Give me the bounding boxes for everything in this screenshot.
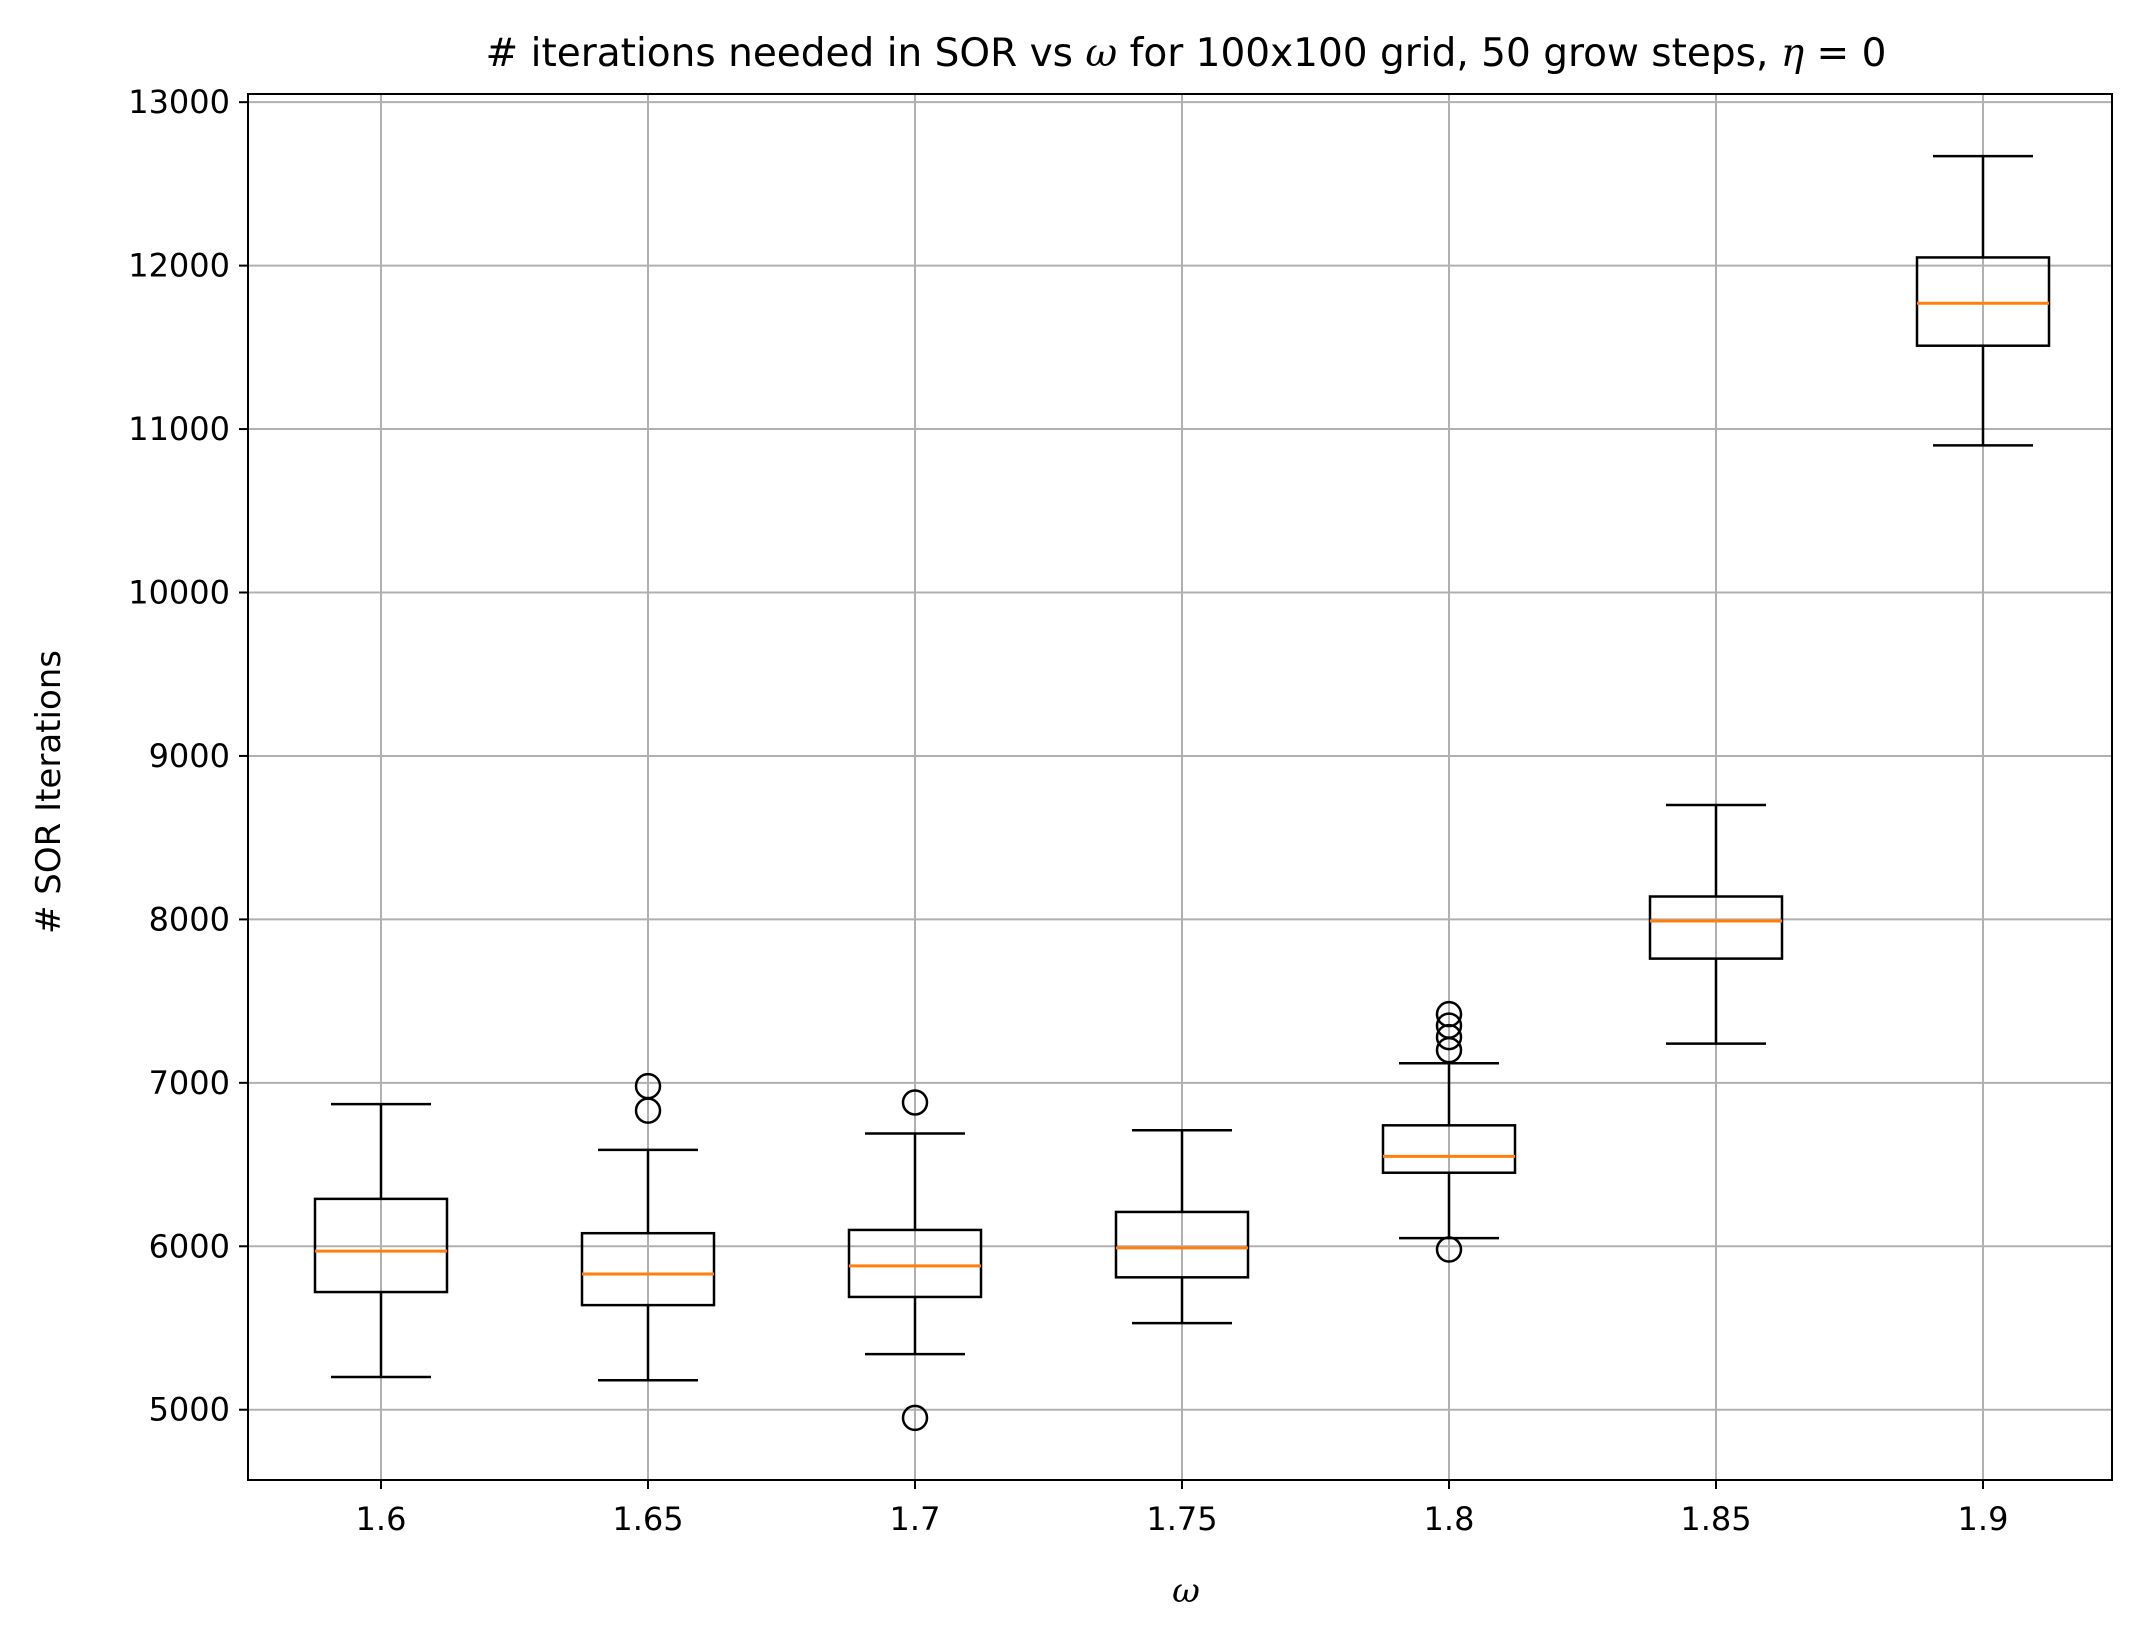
axis-ticks: 5000 6000 7000 8000 9000 10000 11000 12000 13000… bbox=[128, 83, 2008, 1538]
x-tick-label: 1.8 bbox=[1424, 1500, 1475, 1538]
x-tick-label: 1.6 bbox=[356, 1500, 407, 1538]
iqr-box bbox=[313, 1197, 449, 1294]
iqr-box bbox=[1381, 1124, 1517, 1174]
y-tick-label: 10000 bbox=[128, 574, 230, 612]
box-1.65 bbox=[580, 1072, 716, 1382]
iqr-box bbox=[1915, 256, 2051, 347]
y-tick-label: 12000 bbox=[128, 247, 230, 285]
box-1.85 bbox=[1648, 803, 1784, 1045]
plot-frame bbox=[247, 93, 2113, 1481]
x-axis-label: ω bbox=[1172, 1571, 1200, 1611]
title-middle: for 100x100 grid, 50 grow steps, bbox=[1117, 31, 1781, 76]
y-tick-label: 6000 bbox=[149, 1227, 230, 1265]
outlier-point bbox=[634, 1072, 662, 1100]
outlier-point bbox=[1435, 1236, 1463, 1263]
y-tick-label: 9000 bbox=[149, 737, 230, 775]
x-tick-label: 1.75 bbox=[1146, 1500, 1217, 1538]
x-tick-label: 1.7 bbox=[890, 1500, 941, 1538]
y-tick-label: 8000 bbox=[149, 900, 230, 938]
iqr-box bbox=[1648, 895, 1784, 960]
box-1.75 bbox=[1114, 1128, 1250, 1325]
title-suffix: = 0 bbox=[1804, 31, 1886, 76]
iqr-box bbox=[847, 1228, 983, 1299]
y-tick-label: 13000 bbox=[128, 83, 230, 121]
outlier-point bbox=[901, 1404, 929, 1432]
y-tick-label: 7000 bbox=[149, 1064, 230, 1102]
iqr-box bbox=[1114, 1210, 1250, 1279]
chart-title: # iterations needed in SOR vs ω for 100x… bbox=[486, 31, 1887, 76]
box-plots bbox=[313, 154, 2051, 1432]
x-tick-label: 1.85 bbox=[1680, 1500, 1751, 1538]
outlier-point bbox=[1435, 1000, 1463, 1028]
box-1.6 bbox=[313, 1102, 449, 1379]
outlier-point bbox=[1435, 1012, 1463, 1039]
x-tick-label: 1.9 bbox=[1958, 1500, 2009, 1538]
title-omega: ω bbox=[1085, 31, 1117, 76]
title-eta: η bbox=[1781, 31, 1804, 76]
outlier-point bbox=[901, 1089, 929, 1116]
y-axis-label: # SOR Iterations bbox=[29, 650, 69, 934]
box-1.8 bbox=[1381, 1000, 1517, 1263]
y-tick-label: 5000 bbox=[149, 1391, 230, 1429]
box-1.9 bbox=[1915, 154, 2051, 447]
title-prefix: # iterations needed in SOR vs bbox=[486, 31, 1086, 76]
box-1.7 bbox=[847, 1089, 983, 1432]
y-tick-label: 11000 bbox=[128, 410, 230, 448]
x-tick-label: 1.65 bbox=[612, 1500, 683, 1538]
iqr-box bbox=[580, 1231, 716, 1307]
